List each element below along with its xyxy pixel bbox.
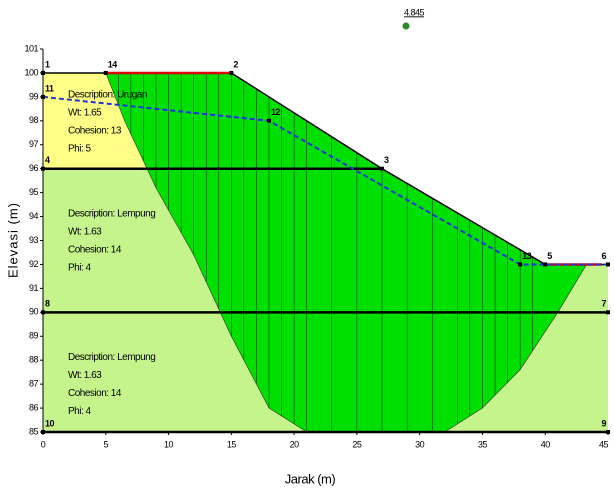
point-label: 9 (601, 418, 606, 428)
y-tick-label: 99 (29, 91, 39, 101)
point-label: 4 (45, 155, 50, 165)
y-tick-label: 91 (29, 283, 39, 293)
material-text: Wt: 1.65 (68, 108, 102, 119)
point-label: 3 (384, 155, 389, 165)
point-label: 2 (233, 59, 238, 69)
y-tick-label: 97 (29, 139, 39, 149)
point-label: 8 (45, 299, 50, 309)
material-text: Description: Lempung (68, 352, 155, 363)
point-label: 11 (45, 83, 54, 93)
material-text: Cohesion: 14 (68, 244, 122, 255)
y-tick-label: 95 (29, 187, 39, 197)
point-label: 5 (547, 251, 552, 261)
x-tick-label: 20 (290, 439, 300, 449)
y-tick-label: 92 (29, 259, 39, 269)
material-text: Phi: 5 (68, 144, 92, 155)
x-tick-label: 15 (227, 439, 237, 449)
point-label: 13 (522, 251, 532, 261)
y-tick-label: 85 (29, 426, 39, 436)
material-text: Wt: 1.63 (68, 370, 102, 381)
x-tick-label: 10 (164, 439, 174, 449)
y-tick-label: 94 (29, 211, 39, 221)
y-axis-label: Elevasi (m) (5, 202, 20, 278)
y-tick-label: 96 (29, 163, 39, 173)
material-text: Description: Lempung (68, 208, 155, 219)
y-tick-label: 100 (24, 67, 38, 77)
point-label: 7 (601, 299, 606, 309)
y-tick-label: 86 (29, 402, 39, 412)
point-label: 14 (108, 59, 118, 69)
point-label: 1 (45, 59, 50, 69)
fos-marker (402, 22, 410, 30)
point-label: 12 (271, 107, 281, 117)
material-text: Description: Urugan (68, 90, 147, 101)
y-tick-label: 87 (29, 379, 39, 389)
x-tick-label: 35 (478, 439, 488, 449)
y-tick-label: 93 (29, 235, 39, 245)
water-table (42, 95, 608, 266)
y-tick-label: 89 (29, 331, 39, 341)
point (229, 70, 234, 75)
y-tick-label: 101 (24, 43, 38, 53)
point-label: 10 (45, 418, 55, 428)
y-tick-label: 88 (29, 355, 39, 365)
point (103, 70, 108, 75)
point (267, 118, 271, 123)
material-text: Wt: 1.63 (68, 226, 102, 237)
point-label: 6 (601, 251, 606, 261)
point (606, 310, 610, 315)
x-tick-label: 30 (415, 439, 425, 449)
material-text: Cohesion: 14 (68, 388, 122, 399)
point (543, 262, 548, 267)
x-tick-label: 25 (352, 439, 362, 449)
point (606, 262, 610, 267)
fos-label: 4.845 (404, 7, 425, 17)
y-tick-label: 98 (29, 115, 39, 125)
point (380, 166, 384, 171)
x-tick-label: 45 (599, 439, 609, 449)
x-tick-label: 0 (41, 439, 46, 449)
y-tick-label: 90 (29, 307, 39, 317)
material-text: Phi: 4 (68, 262, 92, 273)
point (518, 262, 523, 267)
material-text: Cohesion: 13 (68, 126, 122, 137)
x-tick-label: 40 (541, 439, 551, 449)
material-text: Phi: 4 (68, 406, 92, 417)
x-tick-label: 5 (104, 439, 109, 449)
x-axis-label: Jarak (m) (285, 471, 336, 486)
